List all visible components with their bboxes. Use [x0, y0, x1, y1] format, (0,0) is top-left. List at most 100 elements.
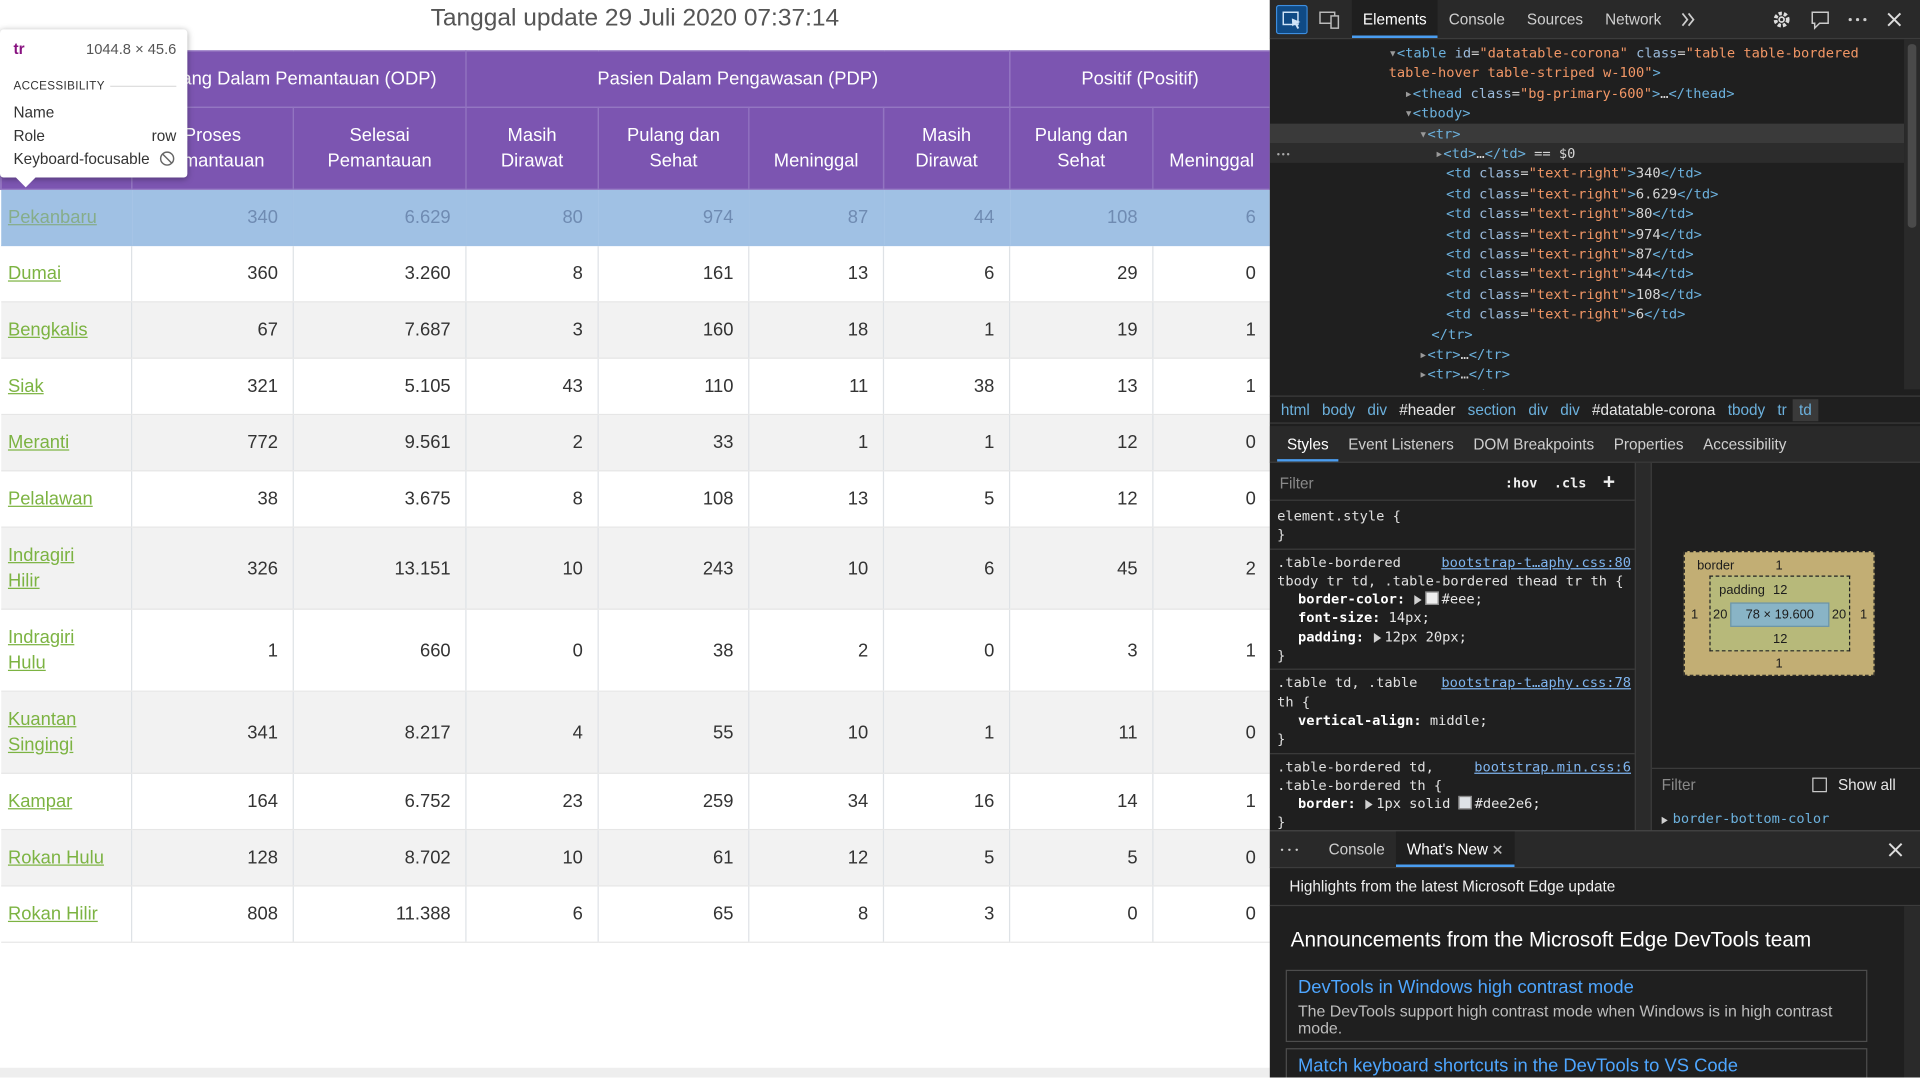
region-link[interactable]: Siak — [7, 375, 44, 397]
drawer-tab[interactable]: Console — [1328, 840, 1385, 858]
region-link[interactable]: Dumai — [7, 263, 62, 285]
color-swatch[interactable] — [1458, 796, 1473, 810]
cls-toggle[interactable]: .cls — [1553, 475, 1587, 492]
feedback-button[interactable] — [1810, 10, 1831, 31]
dom-line[interactable]: ▾<tbody> — [1404, 104, 1470, 124]
inspect-button[interactable] — [1275, 4, 1308, 35]
dom-scrollbar[interactable] — [1904, 39, 1920, 390]
breadcrumb[interactable]: div — [1367, 401, 1388, 419]
region-link[interactable]: Kampar — [7, 791, 73, 812]
scroll-thumb[interactable] — [1907, 44, 1917, 228]
drawer-menu[interactable] — [1280, 847, 1300, 852]
panel-tab[interactable]: Elements — [1351, 0, 1438, 38]
panel-tab[interactable]: Network — [1605, 10, 1662, 28]
dom-line[interactable]: <td class="text-right">6</td> — [1446, 305, 1685, 325]
news-title[interactable]: DevTools in Windows high contrast mode — [1297, 977, 1634, 998]
region-link[interactable]: Meranti — [7, 432, 70, 454]
breadcrumb[interactable]: section — [1467, 401, 1517, 419]
styles-tab[interactable]: Styles — [1277, 426, 1338, 462]
panel-tab[interactable]: Console — [1448, 10, 1505, 28]
horizontal-scrollbar[interactable] — [0, 1067, 1270, 1078]
region-link[interactable]: Pelalawan — [7, 488, 93, 510]
dom-line[interactable]: ▸<td>…</td> == $0 — [1435, 144, 1575, 164]
css-declaration[interactable]: border: 1px solid #dee2e6; — [1277, 795, 1631, 814]
new-rule-button[interactable]: + — [1602, 470, 1616, 494]
dom-line[interactable]: ▾<tr> — [1419, 124, 1460, 144]
dom-line[interactable]: ▸<tr>…</tr> — [1419, 345, 1510, 365]
region-link[interactable]: Pekanbaru — [7, 206, 97, 228]
dom-line[interactable]: ▸<tr>…</tr> — [1419, 385, 1510, 390]
styles-tab[interactable]: Event Listeners — [1348, 435, 1454, 453]
settings-button[interactable] — [1772, 10, 1792, 30]
show-all-label[interactable]: Show all — [1837, 776, 1896, 794]
menu-button[interactable] — [1848, 17, 1868, 22]
region-link[interactable]: Indragiri Hilir — [7, 544, 75, 592]
computed-property[interactable]: border-bottom-color — [1672, 810, 1830, 827]
region-link[interactable]: Indragiri Hulu — [7, 626, 75, 674]
breadcrumb[interactable]: #header — [1399, 401, 1456, 419]
expand-icon[interactable] — [1365, 799, 1373, 810]
expand-icon[interactable] — [1373, 632, 1381, 643]
node-actions-button[interactable] — [1276, 152, 1293, 157]
number-cell: 55 — [597, 691, 749, 774]
more-tabs-button[interactable] — [1681, 12, 1696, 27]
breadcrumb[interactable]: #datatable-corona — [1592, 401, 1716, 419]
news-card[interactable]: DevTools in Windows high contrast mode T… — [1285, 969, 1868, 1043]
styles-scrollbar[interactable] — [1634, 462, 1652, 831]
close-drawer-button[interactable] — [1888, 842, 1903, 857]
region-link[interactable]: Kuantan Singingi — [7, 708, 77, 756]
code-token: 87 — [1635, 246, 1653, 263]
hov-toggle[interactable]: :hov — [1504, 475, 1538, 492]
styles-tab[interactable]: Properties — [1613, 435, 1684, 453]
dom-line[interactable]: </tr> — [1431, 325, 1472, 345]
css-declaration[interactable]: padding: 12px 20px; — [1277, 628, 1631, 647]
code-token: <td — [1446, 226, 1471, 242]
news-card[interactable]: Match keyboard shortcuts in the DevTools… — [1285, 1048, 1868, 1078]
number-cell: 108 — [597, 470, 749, 528]
expand-icon[interactable] — [1661, 816, 1668, 825]
dom-line[interactable]: ▸<tr>…</tr> — [1419, 365, 1510, 385]
styles-tab[interactable]: Accessibility — [1703, 435, 1787, 453]
css-declaration[interactable]: border-color: #eee; — [1277, 590, 1631, 609]
css-declaration[interactable]: vertical-align: middle; — [1277, 711, 1631, 730]
region-link[interactable]: Rokan Hilir — [7, 903, 98, 925]
breadcrumb[interactable]: div — [1528, 401, 1548, 419]
close-tab-button[interactable] — [1493, 845, 1503, 855]
drawer-scrollbar[interactable] — [1904, 906, 1920, 1078]
close-devtools-button[interactable] — [1887, 12, 1902, 27]
code-token: "text-right" — [1528, 246, 1628, 263]
filter-input[interactable]: Filter — [1279, 475, 1314, 493]
show-all-checkbox[interactable] — [1812, 777, 1827, 793]
dom-line[interactable]: table-hover table-striped w-100"> — [1389, 64, 1661, 84]
dom-line[interactable]: <td class="text-right">340</td> — [1446, 165, 1702, 185]
breadcrumb[interactable]: tbody — [1727, 401, 1766, 419]
dom-line[interactable]: <td class="text-right">80</td> — [1446, 205, 1694, 225]
news-title[interactable]: Match keyboard shortcuts in the DevTools… — [1297, 1055, 1738, 1077]
dom-line[interactable]: <td class="text-right">87</td> — [1446, 245, 1694, 265]
dom-line[interactable]: <td class="text-right">6.629</td> — [1446, 185, 1718, 205]
source-link[interactable]: bootstrap.min.css:6 — [1474, 758, 1632, 775]
dom-line[interactable]: ▸<thead class="bg-primary-600">…</thead> — [1404, 84, 1734, 104]
color-swatch[interactable] — [1425, 591, 1440, 606]
breadcrumb[interactable]: tr — [1777, 401, 1787, 419]
expand-icon[interactable] — [1414, 595, 1422, 606]
dom-line[interactable]: <td class="text-right">974</td> — [1446, 225, 1702, 245]
breadcrumb[interactable]: body — [1321, 401, 1356, 419]
computed-filter[interactable]: Filter — [1661, 776, 1696, 794]
breadcrumb[interactable]: td — [1792, 398, 1818, 421]
source-link[interactable]: bootstrap-t…aphy.css:80 — [1441, 554, 1632, 571]
drawer-tab[interactable]: What's New — [1395, 831, 1515, 867]
styles-tab[interactable]: DOM Breakpoints — [1473, 435, 1595, 453]
panel-tab[interactable]: Sources — [1526, 10, 1584, 28]
css-value: #eee; — [1441, 591, 1483, 608]
region-link[interactable]: Rokan Hulu — [7, 847, 104, 869]
dom-line[interactable]: <td class="text-right">44</td> — [1446, 265, 1694, 285]
source-link[interactable]: bootstrap-t…aphy.css:78 — [1441, 675, 1632, 692]
css-declaration[interactable]: font-size: 14px; — [1277, 609, 1631, 628]
breadcrumb[interactable]: div — [1560, 401, 1580, 419]
dom-line[interactable]: <td class="text-right">108</td> — [1446, 285, 1702, 305]
dom-line[interactable]: ▾<table id="datatable-corona" class="tab… — [1389, 44, 1859, 64]
breadcrumb[interactable]: html — [1280, 401, 1310, 419]
device-button[interactable] — [1319, 10, 1341, 30]
region-link[interactable]: Bengkalis — [7, 319, 88, 341]
